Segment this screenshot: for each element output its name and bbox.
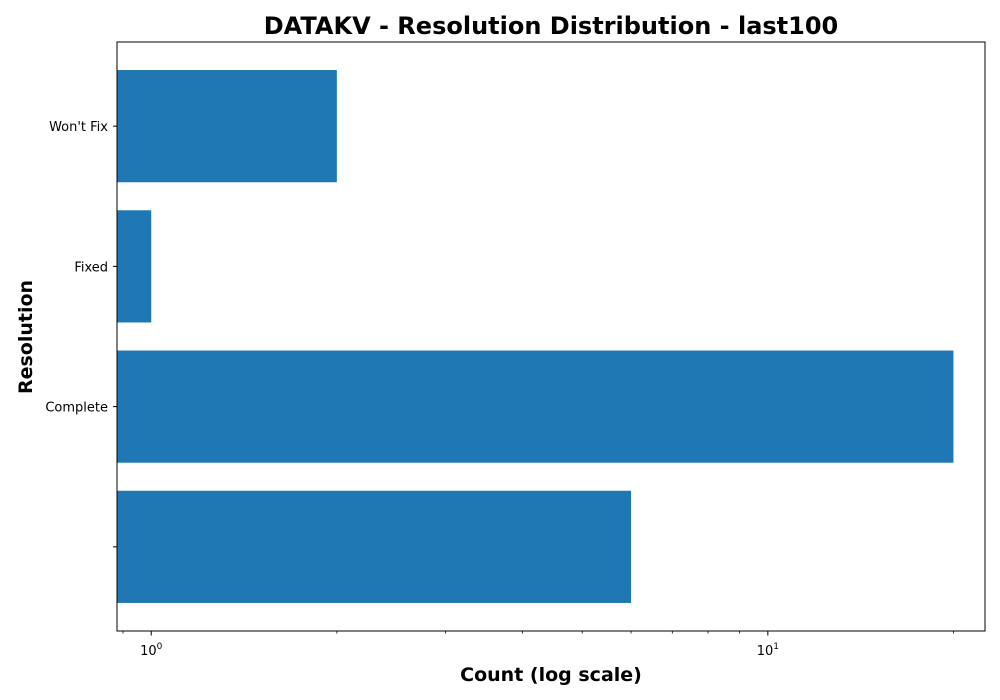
x-tick-label: 100 (140, 642, 163, 659)
bar-2 (117, 210, 152, 323)
chart-title: DATAKV - Resolution Distribution - last1… (264, 12, 839, 40)
bar-3 (117, 70, 337, 183)
y-ticks-group: Complete Fixed Won't Fix (45, 120, 117, 548)
x-ticks-group: 100 101 (122, 631, 954, 659)
x-axis-label: Count (log scale) (460, 664, 642, 686)
x-tick-label: 101 (757, 642, 779, 659)
y-tick-label: Fixed (74, 260, 108, 275)
y-axis-label: Resolution (15, 280, 37, 394)
y-tick-label: Complete (45, 401, 108, 416)
y-tick-label: Won't Fix (49, 120, 108, 135)
bar-1 (117, 350, 954, 463)
plot-frame (116, 41, 986, 632)
bars-group (117, 70, 954, 603)
bar-0 (117, 490, 632, 603)
